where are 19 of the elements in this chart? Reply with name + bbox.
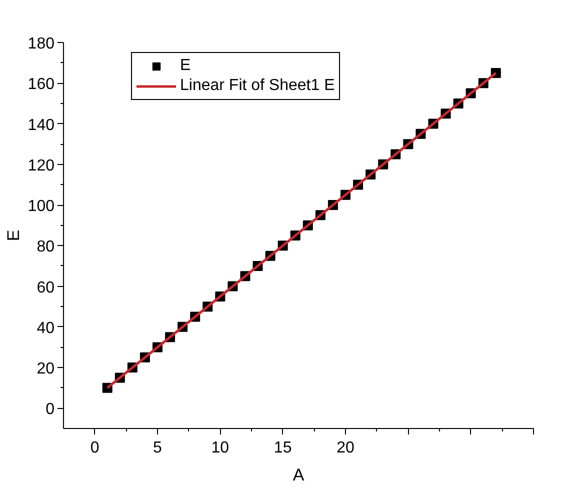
x-tick-label: 5 xyxy=(153,440,162,456)
y-axis-title: E xyxy=(4,230,23,242)
y-tick-label: 160 xyxy=(28,76,55,94)
y-tick-label: 80 xyxy=(36,238,55,256)
y-tick-label: 120 xyxy=(28,157,55,174)
y-tick-label: 100 xyxy=(28,198,55,216)
y-tick-label: 140 xyxy=(28,116,55,134)
y-tick-label: 0 xyxy=(46,401,55,418)
y-tick-label: 40 xyxy=(36,320,55,337)
x-tick-label: 0 xyxy=(90,440,100,456)
x-tick-label: 20 xyxy=(336,440,354,456)
x-tick-label: 15 xyxy=(274,440,292,456)
y-tick-label: 180 xyxy=(28,36,55,52)
x-axis-title: A xyxy=(292,466,305,484)
y-tick-label: 20 xyxy=(36,360,55,378)
y-tick-label: 60 xyxy=(36,279,55,296)
legend-label: Linear Fit of Sheet1 E xyxy=(180,77,335,95)
x-tick-label: 10 xyxy=(211,440,230,456)
legend-label: E xyxy=(180,57,192,75)
